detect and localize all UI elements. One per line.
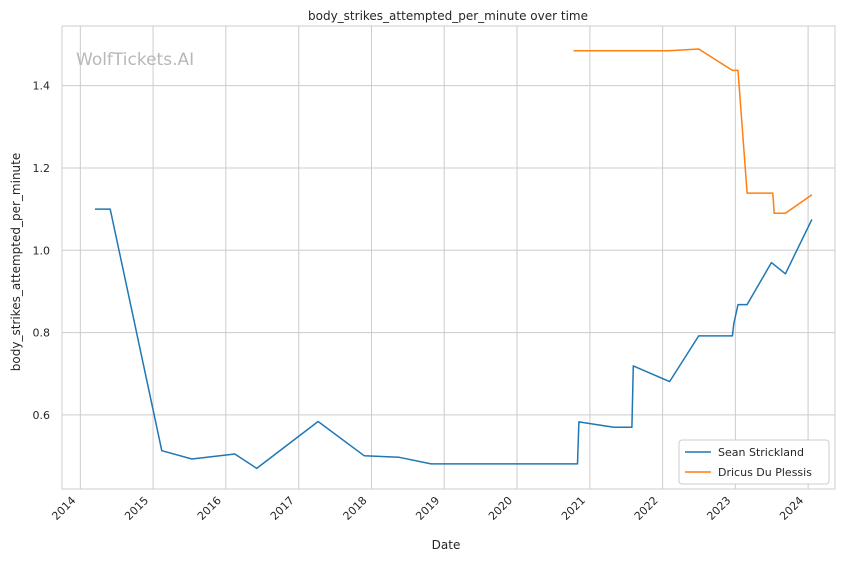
x-tick-label: 2019: [413, 494, 442, 523]
series-line-1: [573, 48, 813, 215]
y-tick-label: 0.6: [33, 409, 51, 422]
series-lines: [94, 48, 813, 470]
y-gridlines: [62, 85, 835, 416]
legend-label-sean: Sean Strickland: [718, 446, 804, 459]
x-gridlines: [79, 26, 809, 489]
x-tick-label: 2018: [341, 494, 370, 523]
chart-title: body_strikes_attempted_per_minute over t…: [308, 9, 588, 23]
x-tick-label: 2014: [49, 494, 78, 523]
y-tick-label: 0.8: [33, 327, 51, 340]
y-tick-label: 1.0: [33, 244, 51, 257]
x-tick-label: 2024: [777, 494, 806, 523]
legend-label-dricus: Dricus Du Plessis: [718, 466, 812, 479]
x-tick-label: 2020: [486, 494, 515, 523]
x-axis-label: Date: [432, 538, 461, 552]
plot-area: [61, 25, 836, 490]
x-tick-label: 2022: [632, 494, 661, 523]
legend-box: [678, 439, 830, 485]
y-tick-labels: 0.6 0.8 1.0 1.2 1.4: [33, 80, 51, 422]
legend: Sean Strickland Dricus Du Plessis: [678, 439, 830, 485]
x-tick-label: 2023: [704, 494, 733, 523]
x-tick-label: 2016: [195, 494, 224, 523]
watermark: WolfTickets.AI: [76, 50, 194, 70]
y-axis-label: body_strikes_attempted_per_minute: [9, 153, 23, 371]
x-tick-label: 2017: [268, 494, 297, 523]
x-tick-label: 2021: [559, 494, 588, 523]
y-tick-label: 1.2: [33, 162, 51, 175]
x-tick-label: 2015: [122, 494, 151, 523]
x-tick-labels: 2014 2015 2016 2017 2018 2019 2020 2021 2022 2023…: [49, 494, 806, 523]
series-line-0: [94, 208, 813, 470]
y-tick-label: 1.4: [33, 80, 51, 93]
